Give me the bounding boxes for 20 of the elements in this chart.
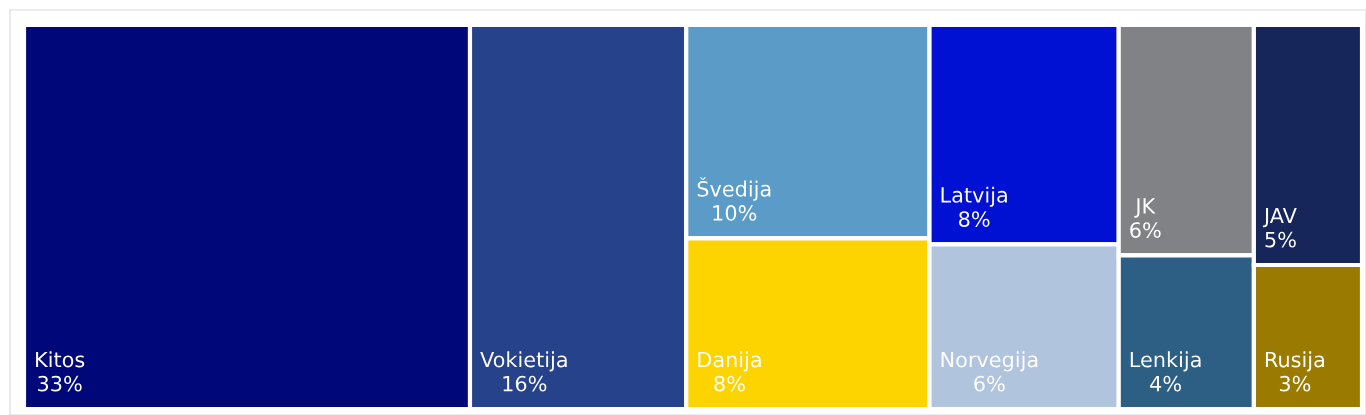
data-label: 5% <box>1265 231 1296 248</box>
data-label: 3% <box>1279 375 1311 392</box>
data-label: 10% <box>713 205 757 221</box>
data-label: 6% <box>974 375 1005 392</box>
category-label: Lenkija <box>1130 351 1201 372</box>
category-label: Rusija <box>1265 351 1324 372</box>
category-label: JAV <box>1262 207 1297 228</box>
data-label: 8% <box>714 375 745 392</box>
category-label: Švedija <box>697 177 771 201</box>
category-label: Vokietija <box>480 351 567 372</box>
data-label: 8% <box>959 211 990 227</box>
category-label: JK <box>1134 198 1156 218</box>
data-label: 33% <box>38 375 82 392</box>
category-label: Kitos <box>36 351 85 368</box>
data-label: 16% <box>503 375 547 392</box>
category-label: Norvegija <box>941 351 1038 372</box>
data-label: 4% <box>1150 375 1181 392</box>
category-label: Latvija <box>941 186 1007 207</box>
data-label: 6% <box>1130 222 1161 238</box>
category-label: Danija <box>698 351 761 372</box>
